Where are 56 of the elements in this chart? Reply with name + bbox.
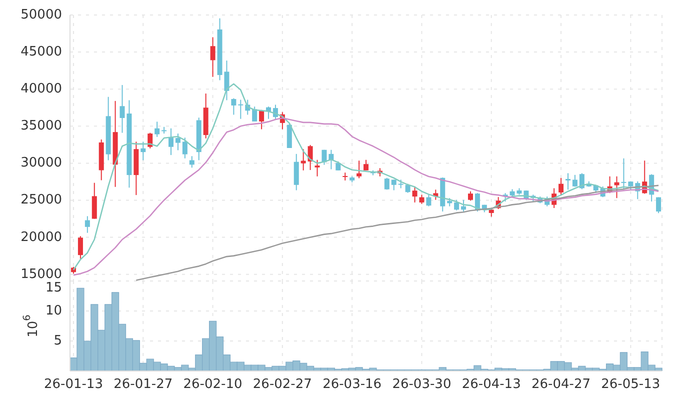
candlestick (84, 216, 90, 234)
candlestick (252, 106, 258, 122)
candlestick (614, 176, 620, 199)
candlestick (336, 160, 341, 171)
candlestick (168, 128, 174, 156)
candlestick (286, 122, 292, 148)
x-tick-label: 26-01-13 (44, 377, 103, 392)
candlestick (140, 141, 146, 161)
x-tick-label: 26-03-30 (392, 377, 452, 392)
y-tick-label: 5 (54, 334, 62, 348)
x-tick-label: 26-02-10 (183, 377, 242, 392)
y-tick-label: 45000 (20, 44, 62, 60)
candlestick (182, 137, 188, 159)
y-tick-label: 30000 (20, 156, 62, 171)
candlestick (356, 160, 362, 179)
candlestick (210, 36, 216, 78)
candlestick (238, 99, 244, 120)
candlestick (175, 133, 180, 151)
candlestick (148, 132, 153, 149)
candlestick (231, 98, 236, 116)
y-tick-label: 50000 (20, 8, 62, 22)
y-tick-label: 15000 (20, 266, 62, 282)
x-tick-label: 26-04-27 (532, 377, 591, 392)
candlestick (154, 121, 160, 138)
x-tick-label: 26-03-16 (322, 377, 382, 392)
x-tick-label: 26-05-13 (601, 377, 660, 392)
x-tick-label: 26-01-27 (114, 377, 173, 392)
candlestick (308, 144, 313, 171)
candlestick (294, 153, 299, 191)
x-tick-label: 26-02-27 (252, 377, 312, 392)
candlestick (364, 159, 369, 171)
candlestick (391, 179, 396, 191)
y-tick-label: 10 (45, 304, 62, 318)
y-tick-label: 25000 (20, 192, 62, 208)
candlestick (92, 182, 97, 220)
candlestick (558, 178, 564, 196)
candlestick (314, 159, 320, 177)
candlestick (300, 148, 306, 171)
candlestick (412, 186, 418, 203)
candlestick (565, 172, 570, 190)
candlestick (454, 199, 460, 211)
candlestick (461, 199, 466, 212)
x-tick-label: 26-04-13 (462, 377, 521, 392)
y-tick-label: 40000 (20, 82, 62, 97)
y-tick-label: 35000 (20, 118, 62, 134)
candlestick (342, 172, 348, 181)
candlestick (78, 236, 83, 260)
candlestick (621, 158, 626, 190)
y-tick-label: 15 (45, 280, 62, 296)
candlestick (419, 194, 424, 204)
candlestick (468, 190, 473, 202)
candlestick (189, 156, 194, 168)
candlestick (656, 196, 662, 214)
y-tick-label: 20000 (20, 230, 62, 245)
candlestick (426, 194, 432, 207)
candlestick (572, 174, 578, 188)
